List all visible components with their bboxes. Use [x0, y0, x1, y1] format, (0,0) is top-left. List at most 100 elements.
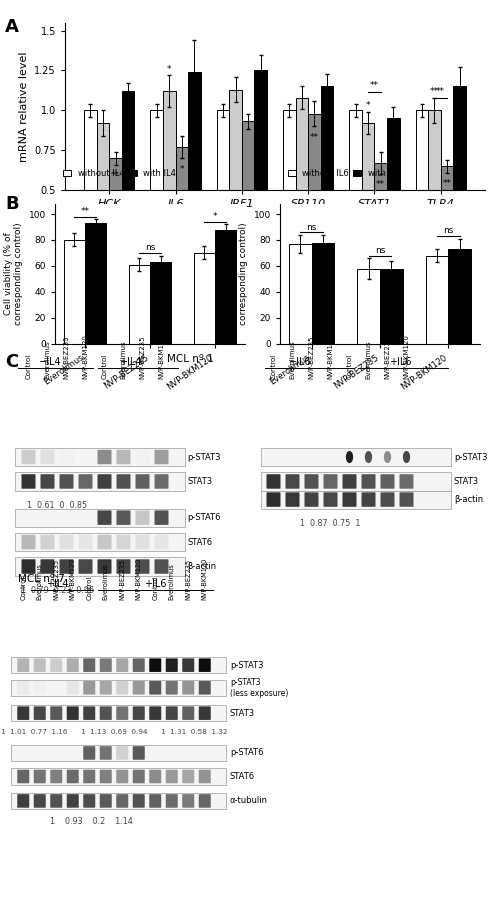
- Text: NVP-BEZ235: NVP-BEZ235: [64, 336, 70, 379]
- Text: MCL nº.7: MCL nº.7: [18, 574, 64, 584]
- Text: NVP-BEZ235: NVP-BEZ235: [186, 559, 192, 600]
- Text: NVP-BEZ235: NVP-BEZ235: [308, 336, 314, 379]
- Text: STAT3: STAT3: [454, 477, 479, 486]
- Text: **: **: [310, 133, 319, 142]
- Text: NVP-BEZ235: NVP-BEZ235: [140, 336, 145, 379]
- Text: −IL4: −IL4: [38, 357, 62, 367]
- Text: +IL6: +IL6: [144, 579, 166, 589]
- Text: p-STAT3: p-STAT3: [454, 452, 488, 462]
- Text: +IL6: +IL6: [389, 357, 411, 367]
- Bar: [283, 110, 296, 270]
- Text: Control: Control: [26, 354, 32, 379]
- Y-axis label: Cell viability (% of
corresponding control): Cell viability (% of corresponding contr…: [229, 223, 248, 325]
- Text: NVP-BEZ235: NVP-BEZ235: [384, 336, 390, 379]
- Text: Control: Control: [20, 576, 26, 600]
- Text: **: **: [430, 87, 439, 96]
- Text: Everolimus: Everolimus: [37, 563, 43, 600]
- Text: 1  0.79  0.23  0.96: 1 0.79 0.23 0.96: [21, 586, 94, 595]
- Text: Control: Control: [86, 576, 92, 600]
- Text: **: **: [370, 81, 379, 91]
- Bar: [96, 123, 110, 270]
- Text: B: B: [5, 195, 18, 213]
- Text: NVP-BKM120: NVP-BKM120: [404, 334, 409, 379]
- Text: **: **: [80, 207, 90, 216]
- Bar: [242, 121, 254, 270]
- Text: Everolimus: Everolimus: [366, 340, 372, 379]
- Bar: [110, 158, 122, 270]
- Bar: [426, 255, 448, 344]
- Text: NVP-BKM120: NVP-BKM120: [202, 557, 208, 600]
- Text: 1  0.87  0.75  1: 1 0.87 0.75 1: [300, 519, 360, 529]
- Bar: [428, 110, 440, 270]
- Text: ns: ns: [145, 243, 155, 252]
- Bar: [122, 91, 134, 270]
- Text: Everolimus: Everolimus: [290, 340, 296, 379]
- Text: Everolimus: Everolimus: [44, 340, 51, 379]
- Text: **: **: [376, 180, 385, 189]
- Text: NVP-BKM120: NVP-BKM120: [82, 334, 88, 379]
- Text: ns: ns: [443, 226, 454, 235]
- Bar: [289, 243, 312, 344]
- Bar: [216, 110, 230, 270]
- Bar: [230, 90, 242, 270]
- Text: Control: Control: [346, 354, 352, 379]
- Text: MCL nº.1: MCL nº.1: [166, 354, 214, 364]
- Text: Control: Control: [270, 354, 276, 379]
- Text: p-STAT3: p-STAT3: [230, 661, 264, 670]
- Text: **: **: [111, 171, 120, 180]
- Text: STAT3: STAT3: [230, 709, 255, 718]
- Bar: [374, 163, 387, 270]
- Text: C: C: [5, 353, 18, 371]
- Bar: [150, 262, 172, 344]
- Text: p-STAT6: p-STAT6: [230, 748, 264, 757]
- Bar: [320, 86, 334, 270]
- Text: +IL4: +IL4: [119, 357, 142, 367]
- Text: ns: ns: [375, 246, 385, 255]
- Bar: [163, 91, 175, 270]
- Text: A: A: [5, 18, 19, 36]
- Y-axis label: Cell viability (% of
corresponding control): Cell viability (% of corresponding contr…: [4, 223, 23, 325]
- Text: β-actin: β-actin: [188, 562, 216, 571]
- Text: 1  1.01  0.77  1.16      1  1.13  0.69  0.94      1  1.31  0.58  1.32: 1 1.01 0.77 1.16 1 1.13 0.69 0.94 1 1.31…: [1, 729, 227, 736]
- Bar: [448, 249, 471, 344]
- Text: *: *: [167, 64, 172, 73]
- Text: Control: Control: [152, 576, 158, 600]
- Bar: [194, 253, 215, 344]
- Text: NVP-BKM120: NVP-BKM120: [328, 334, 334, 379]
- Bar: [454, 86, 466, 270]
- Text: Everolimus: Everolimus: [120, 340, 126, 379]
- Bar: [85, 224, 106, 344]
- Bar: [296, 98, 308, 270]
- Text: NVP-BEZ235: NVP-BEZ235: [120, 559, 126, 600]
- Text: NVP-BKM120: NVP-BKM120: [158, 334, 164, 379]
- Bar: [358, 269, 380, 344]
- Text: NVP-BEZ235: NVP-BEZ235: [53, 559, 60, 600]
- Bar: [64, 240, 85, 344]
- Bar: [349, 110, 362, 270]
- Text: p-STAT3
(less exposure): p-STAT3 (less exposure): [230, 678, 288, 698]
- Text: *: *: [212, 212, 217, 221]
- Bar: [440, 167, 454, 270]
- Bar: [380, 269, 402, 344]
- Text: Control: Control: [102, 354, 107, 379]
- Text: p-STAT3: p-STAT3: [188, 452, 221, 462]
- Bar: [362, 123, 374, 270]
- Text: **: **: [442, 179, 452, 188]
- Bar: [387, 119, 400, 270]
- Text: β-actin: β-actin: [454, 495, 483, 504]
- Bar: [150, 110, 163, 270]
- Text: STAT6: STAT6: [188, 538, 212, 547]
- Text: STAT3: STAT3: [188, 477, 212, 486]
- Text: STAT6: STAT6: [230, 772, 255, 781]
- Bar: [176, 147, 188, 270]
- Text: NVP-BKM120: NVP-BKM120: [70, 557, 76, 600]
- Text: ns: ns: [306, 223, 317, 232]
- Bar: [188, 72, 201, 270]
- Text: 1  0.61  0  0.85: 1 0.61 0 0.85: [28, 501, 88, 510]
- Text: *: *: [366, 101, 370, 110]
- Y-axis label: mRNA relative level: mRNA relative level: [19, 51, 29, 162]
- Legend: without IL4, with IL4: without IL4, with IL4: [59, 166, 180, 181]
- Text: *: *: [180, 165, 184, 174]
- Bar: [308, 113, 320, 270]
- Text: Everolimus: Everolimus: [103, 563, 109, 600]
